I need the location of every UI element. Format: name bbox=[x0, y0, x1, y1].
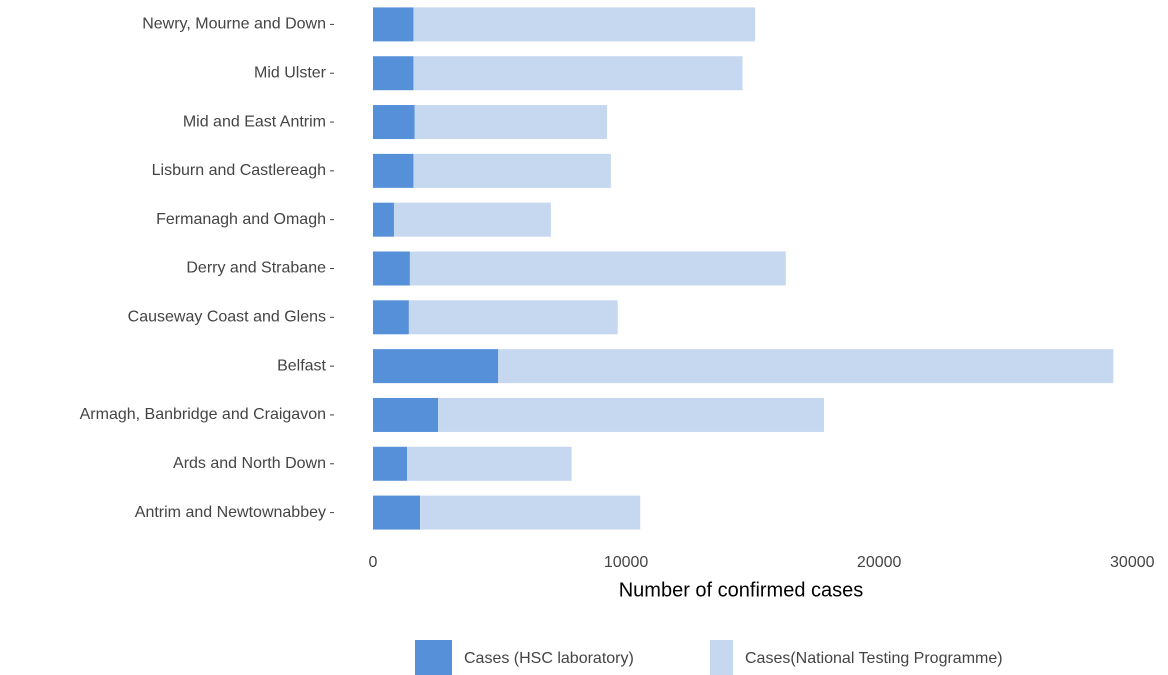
x-axis-title: Number of confirmed cases bbox=[619, 579, 864, 601]
x-tick-label: 0 bbox=[369, 554, 378, 571]
y-tick-label: Armagh, Banbridge and Craigavon bbox=[80, 406, 326, 423]
bar-segment bbox=[408, 300, 618, 335]
bar-segment bbox=[372, 300, 409, 335]
bar-segment bbox=[372, 495, 421, 530]
bar-segment bbox=[438, 397, 824, 432]
y-tick-label: Causeway Coast and Glens bbox=[128, 309, 326, 326]
bar-segment bbox=[414, 105, 608, 140]
bar-segment bbox=[372, 202, 394, 237]
bar-segment bbox=[409, 251, 786, 286]
legend-swatch bbox=[710, 640, 733, 675]
bar-segment bbox=[372, 153, 414, 188]
bar-segment bbox=[407, 446, 572, 481]
bar-segment bbox=[498, 349, 1114, 384]
bar-segment bbox=[393, 202, 551, 237]
y-tick-label: Newry, Mourne and Down bbox=[142, 16, 326, 33]
y-tick-label: Ards and North Down bbox=[173, 455, 326, 472]
bar-segment bbox=[372, 446, 408, 481]
bar-segment bbox=[372, 251, 410, 286]
x-tick-label: 30000 bbox=[1110, 554, 1155, 571]
y-tick-label: Mid and East Antrim bbox=[183, 113, 326, 130]
bar-segment bbox=[413, 56, 743, 91]
bar-segment bbox=[413, 153, 611, 188]
legend-label: Cases(National Testing Programme) bbox=[745, 650, 1003, 667]
legend-label: Cases (HSC laboratory) bbox=[464, 650, 634, 667]
bar-segment bbox=[372, 105, 415, 140]
legend-swatch bbox=[415, 640, 452, 675]
y-tick-label: Fermanagh and Omagh bbox=[156, 211, 326, 228]
bar-segment bbox=[372, 349, 499, 384]
y-tick-label: Mid Ulster bbox=[254, 64, 327, 81]
bar-segment bbox=[420, 495, 641, 530]
x-tick-label: 20000 bbox=[857, 554, 902, 571]
bar-segment bbox=[372, 7, 414, 42]
y-tick-label: Antrim and Newtownabbey bbox=[135, 504, 326, 521]
bar-segment bbox=[413, 7, 756, 42]
bar-segment bbox=[372, 56, 414, 91]
y-tick-label: Belfast bbox=[277, 357, 326, 374]
y-tick-label: Derry and Strabane bbox=[186, 260, 326, 277]
x-tick-label: 10000 bbox=[604, 554, 649, 571]
y-tick-label: Lisburn and Castlereagh bbox=[152, 162, 326, 179]
bar-segment bbox=[372, 397, 439, 432]
